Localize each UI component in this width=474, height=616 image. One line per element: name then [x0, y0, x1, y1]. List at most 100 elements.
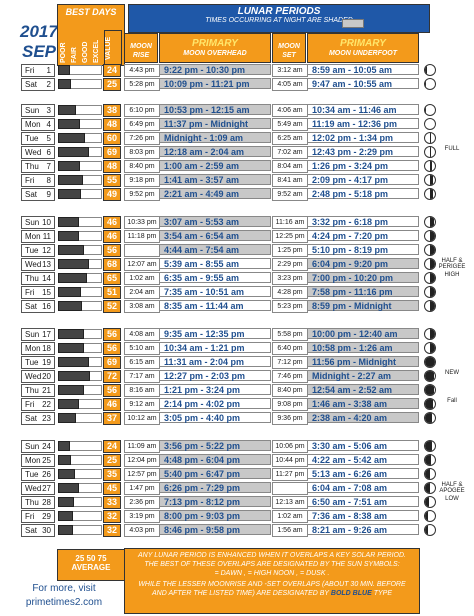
- moon-set-cell: 12:13 am: [272, 496, 308, 509]
- moon-rise-cell: 7:17 am: [124, 370, 160, 383]
- average-legend: 25 50 75 AVERAGE: [57, 549, 125, 581]
- moon-underfoot-cell: 12:43 pm - 2:29 pm: [307, 146, 419, 157]
- moon-rise-cell: 5:28 pm: [124, 78, 160, 91]
- value-cell: 46: [103, 216, 121, 229]
- rating-bar: [58, 371, 90, 381]
- phase-label: HALF & APOGEE: [439, 482, 465, 494]
- moon-rise-cell: 4:08 am: [124, 328, 160, 341]
- note-line-3: = DAWN , = HIGH NOON , = DUSK .: [214, 570, 330, 577]
- moon-set-cell: 11:27 pm: [272, 468, 308, 481]
- moon-rise-cell: 3:19 pm: [124, 510, 160, 523]
- day-cell: Fri 1: [21, 64, 55, 77]
- day-number: 17: [42, 330, 51, 339]
- moon-underfoot-cell: 3:32 pm - 6:18 pm: [307, 216, 419, 227]
- moon-phase-icon: [424, 370, 436, 382]
- value-cell: 32: [103, 524, 121, 537]
- moon-underfoot-cell: 10:00 pm - 12:40 am: [307, 328, 419, 339]
- moon-phase-icon: [424, 118, 436, 130]
- day-cell: Fri 29: [21, 510, 55, 523]
- month-label: SEP: [22, 42, 57, 61]
- moon-overhead-cell: 3:05 pm - 4:40 pm: [159, 412, 271, 423]
- moon-set-cell: 1:02 am: [272, 510, 308, 523]
- moon-set-cell: 10:44 pm: [272, 454, 308, 467]
- moon-set-cell: 4:06 am: [272, 104, 308, 117]
- moon-phase-icon: [424, 384, 436, 396]
- moon-overhead-cell: Midnight - 1:09 am: [159, 132, 271, 143]
- lunar-title: LUNAR PERIODS: [237, 6, 321, 17]
- day-cell: Sat 23: [21, 412, 55, 425]
- moon-underfoot-label: MOON UNDERFOOT: [328, 50, 398, 57]
- value-cell: 60: [103, 132, 121, 145]
- moon-phase-icon: [424, 510, 436, 522]
- value-cell: 68: [103, 258, 121, 271]
- moon-set-cell: 9:52 am: [272, 188, 308, 201]
- moon-overhead-cell: 4:48 pm - 6:04 pm: [159, 454, 271, 465]
- value-cell: 33: [103, 496, 121, 509]
- moon-set-cell: 8:04 am: [272, 160, 308, 173]
- moon-underfoot-cell: 8:21 am - 9:26 am: [307, 524, 419, 535]
- value-cell: 69: [103, 146, 121, 159]
- rating-bar: [58, 301, 82, 311]
- day-number: 23: [42, 414, 51, 423]
- site-link[interactable]: primetimes2.com: [25, 597, 103, 608]
- day-cell: Sun 24: [21, 440, 55, 453]
- moon-set-cell: 8:41 am: [272, 174, 308, 187]
- day-cell: Wed 6: [21, 146, 55, 159]
- day-name: Sat: [25, 302, 38, 311]
- day-name: Fri: [25, 288, 35, 297]
- moon-overhead-cell: 11:37 pm - Midnight: [159, 118, 271, 129]
- rating-bar: [58, 231, 79, 241]
- value-cell: 24: [103, 64, 121, 77]
- moon-set-cell: 11:16 am: [272, 216, 308, 229]
- moon-set-cell: 1:56 am: [272, 524, 308, 537]
- day-number: 18: [42, 344, 51, 353]
- moon-phase-icon: [424, 230, 436, 242]
- moon-rise-cell: 6:15 am: [124, 356, 160, 369]
- moon-overhead-cell: 10:34 am - 1:21 pm: [159, 342, 271, 353]
- moon-rise-cell: 11:09 am: [124, 440, 160, 453]
- rating-bar: [58, 133, 85, 143]
- moon-rise-cell: 6:10 pm: [124, 104, 160, 117]
- day-name: Mon: [25, 232, 41, 241]
- moon-rise-cell: 7:26 pm: [124, 132, 160, 145]
- rating-bar: [58, 105, 76, 115]
- value-cell: 72: [103, 370, 121, 383]
- phase-label: NEW: [445, 370, 459, 376]
- value-cell: 51: [103, 286, 121, 299]
- moon-set-cell: [272, 482, 308, 495]
- day-cell: Wed 27: [21, 482, 55, 495]
- day-name: Fri: [25, 66, 35, 75]
- day-name: Thu: [25, 162, 39, 171]
- moon-overhead-cell: 10:09 pm - 11:21 pm: [159, 78, 271, 89]
- moon-phase-icon: [424, 258, 436, 270]
- day-cell: Tue 19: [21, 356, 55, 369]
- moon-phase-icon: [424, 342, 436, 354]
- day-cell: Fri 8: [21, 174, 55, 187]
- moon-overhead-cell: 2:21 am - 4:49 am: [159, 188, 271, 199]
- day-name: Thu: [25, 498, 39, 507]
- lunar-periods-header: LUNAR PERIODS TIMES OCCURRING AT NIGHT A…: [128, 4, 430, 33]
- day-name: Sun: [25, 442, 40, 451]
- moon-set-cell: 5:23 pm: [272, 300, 308, 313]
- moon-phase-icon: [424, 356, 436, 368]
- moon-overhead-cell: 10:53 pm - 12:15 am: [159, 104, 271, 115]
- moon-underfoot-cell: 2:38 am - 4:20 am: [307, 412, 419, 423]
- primary-overhead-label: PRIMARY: [192, 38, 238, 49]
- day-number: 24: [42, 442, 51, 451]
- moon-underfoot-cell: 6:04 pm - 9:20 pm: [307, 258, 419, 269]
- rating-excel: EXCEL: [93, 39, 100, 63]
- moon-set-cell: 4:05 am: [272, 78, 308, 91]
- value-cell: 56: [103, 244, 121, 257]
- moon-phase-icon: [424, 496, 436, 508]
- moon-phase-icon: [424, 286, 436, 298]
- rating-bar: [58, 161, 80, 171]
- phase-label: Fall: [447, 398, 457, 404]
- moon-overhead-cell: 6:26 pm - 7:29 pm: [159, 482, 271, 493]
- day-name: Wed: [25, 484, 42, 493]
- day-name: Wed: [25, 148, 42, 157]
- moon-underfoot-cell: 3:30 am - 5:06 am: [307, 440, 419, 451]
- day-cell: Tue 5: [21, 132, 55, 145]
- value-cell: 48: [103, 118, 121, 131]
- moon-rise-cell: 11:18 pm: [124, 230, 160, 243]
- rating-bar: [58, 79, 71, 89]
